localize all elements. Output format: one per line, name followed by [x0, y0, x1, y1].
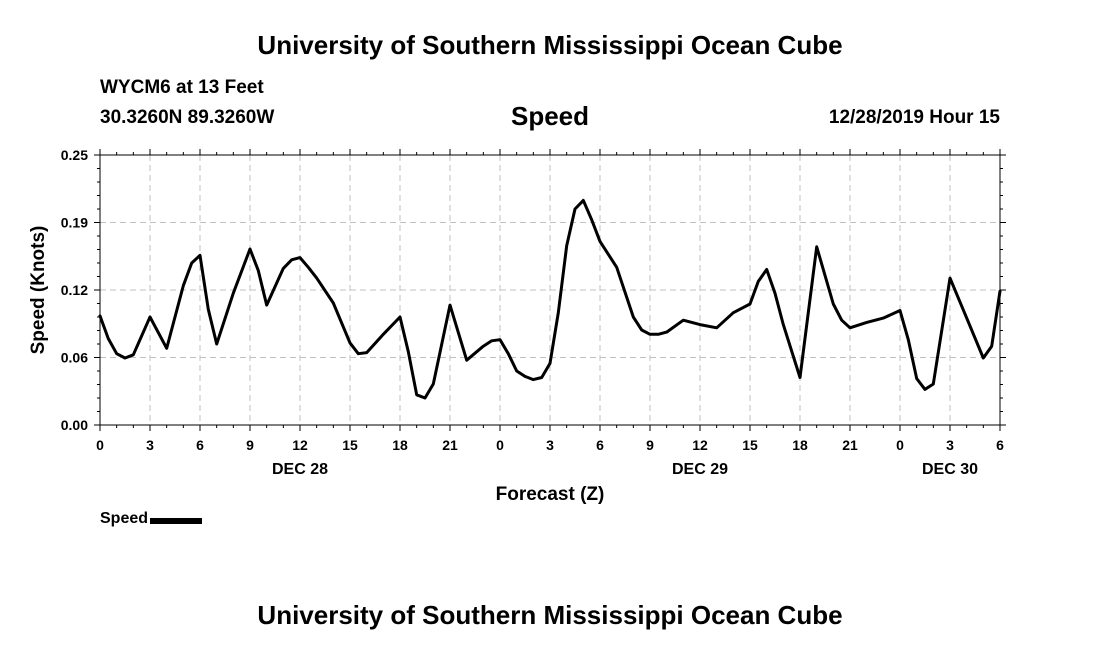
x-tick-label: 0: [896, 437, 904, 453]
day-label: DEC 30: [922, 461, 978, 478]
x-tick-label: 18: [792, 437, 808, 453]
legend-swatch: [150, 517, 203, 524]
x-tick-label: 15: [742, 437, 758, 453]
x-tick-label: 12: [692, 437, 708, 453]
y-tick-label: 0.19: [61, 215, 88, 231]
label-layer: 0.00 0.06 0.12 0.19 0.25 0 3 6 9 12 15 18 21 0 3 6 9 12 15…: [61, 147, 1004, 478]
x-tick-label: 21: [442, 437, 458, 453]
x-tick-label: 9: [646, 437, 654, 453]
x-tick-label: 15: [342, 437, 358, 453]
x-tick-label: 3: [946, 437, 954, 453]
day-label: DEC 28: [272, 461, 328, 478]
variable-title: Speed: [510, 101, 590, 131]
y-tick-label: 0.12: [61, 282, 88, 298]
legend: Speed: [100, 510, 203, 528]
x-tick-label: 21: [842, 437, 858, 453]
y-tick-label: 0.25: [61, 147, 88, 163]
x-tick-label: 6: [996, 437, 1004, 453]
x-tick-label: 3: [546, 437, 554, 453]
x-tick-label: 6: [196, 437, 204, 453]
x-tick-label: 12: [292, 437, 308, 453]
y-tick-label: 0.00: [61, 417, 88, 433]
x-tick-label: 6: [596, 437, 604, 453]
day-label: DEC 29: [672, 461, 728, 478]
page-title: University of Southern Mississippi Ocean…: [257, 30, 843, 60]
footer-title: University of Southern Mississippi Ocean…: [257, 600, 843, 630]
datetime-label: 12/28/2019 Hour 15: [828, 107, 1000, 128]
y-axis-label: Speed (Knots): [28, 226, 49, 355]
grid-layer: [100, 155, 1000, 425]
x-tick-label: 0: [496, 437, 504, 453]
x-tick-label: 0: [96, 437, 104, 453]
x-tick-label: 3: [146, 437, 154, 453]
series-line-speed: [98, 198, 1002, 400]
x-tick-label: 18: [392, 437, 408, 453]
coordinates-label: 30.3260N 89.3260W: [100, 107, 275, 128]
x-axis-label: Forecast (Z): [496, 484, 605, 505]
station-label: WYCM6 at 13 Feet: [100, 77, 264, 98]
y-tick-label: 0.06: [61, 350, 88, 366]
series-layer: [98, 198, 1002, 400]
legend-label: Speed: [100, 510, 149, 527]
x-tick-label: 9: [246, 437, 254, 453]
